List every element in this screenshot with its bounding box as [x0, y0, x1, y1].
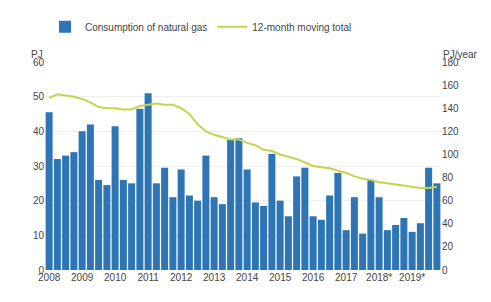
svg-text:2012: 2012: [170, 272, 193, 283]
svg-text:2010: 2010: [104, 272, 127, 283]
svg-text:30: 30: [33, 161, 45, 172]
svg-text:0: 0: [38, 265, 44, 276]
svg-text:2016: 2016: [302, 272, 325, 283]
svg-text:180: 180: [442, 57, 459, 68]
svg-text:20: 20: [442, 241, 454, 252]
svg-text:0: 0: [442, 265, 448, 276]
svg-text:80: 80: [442, 172, 454, 183]
svg-text:2018*: 2018*: [366, 272, 392, 283]
svg-text:100: 100: [442, 149, 459, 160]
svg-text:2014: 2014: [236, 272, 259, 283]
svg-text:Consumption of natural gas: Consumption of natural gas: [85, 22, 207, 33]
svg-text:40: 40: [442, 218, 454, 229]
svg-text:2013: 2013: [203, 272, 226, 283]
svg-text:50: 50: [33, 91, 45, 102]
svg-text:2008: 2008: [38, 272, 61, 283]
svg-text:PJ/year: PJ/year: [443, 49, 478, 60]
svg-text:40: 40: [33, 126, 45, 137]
svg-text:2019*: 2019*: [399, 272, 425, 283]
svg-text:2011: 2011: [137, 272, 159, 283]
svg-text:10: 10: [33, 230, 45, 241]
svg-text:20: 20: [33, 195, 45, 206]
svg-text:2017: 2017: [335, 272, 358, 283]
svg-text:2009: 2009: [71, 272, 94, 283]
svg-text:PJ: PJ: [31, 49, 43, 60]
svg-text:2015: 2015: [269, 272, 292, 283]
svg-text:120: 120: [442, 126, 459, 137]
svg-text:60: 60: [33, 57, 45, 68]
svg-text:60: 60: [442, 195, 454, 206]
svg-text:12-month moving total: 12-month moving total: [252, 22, 351, 33]
svg-text:160: 160: [442, 80, 459, 91]
svg-text:140: 140: [442, 103, 459, 114]
